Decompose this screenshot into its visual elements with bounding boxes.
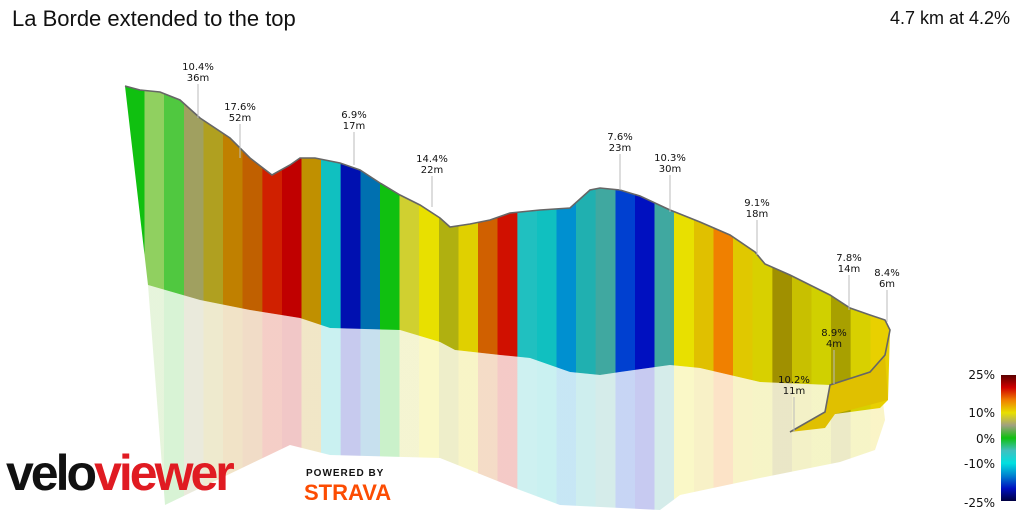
annotation-length: 17m [343, 121, 365, 132]
profile-reflection [148, 285, 885, 510]
legend-label-10: 10% [968, 406, 995, 420]
segment-annotation: 10.3%30m [654, 153, 686, 212]
annotation-length: 30m [659, 164, 681, 175]
segment-annotation: 9.1%18m [744, 198, 770, 255]
profile-top-line [124, 85, 891, 433]
segment-annotation: 8.4%6m [874, 268, 900, 322]
segment-annotation: 8.9%4m [821, 328, 847, 384]
segment-annotation: 10.2%11m [778, 375, 810, 432]
annotation-grade: 9.1% [744, 198, 769, 209]
annotation-length: 22m [421, 165, 443, 176]
annotation-length: 6m [879, 279, 895, 290]
powered-by-label: POWERED BY [306, 468, 385, 479]
segment-annotation: 17.6%52m [224, 102, 256, 158]
annotation-length: 18m [746, 209, 768, 220]
annotation-length: 4m [826, 339, 842, 350]
legend-label-25: 25% [968, 368, 995, 382]
annotation-length: 11m [783, 386, 805, 397]
page-title: La Borde extended to the top [12, 6, 296, 31]
legend-label-minus10: -10% [964, 457, 995, 471]
annotation-grade: 8.9% [821, 328, 846, 339]
profile-wall [125, 86, 890, 414]
annotation-grade: 10.2% [778, 375, 810, 386]
annotation-grade: 8.4% [874, 268, 899, 279]
annotation-length: 23m [609, 143, 631, 154]
annotation-grade: 10.4% [182, 62, 214, 73]
annotation-grade: 14.4% [416, 154, 448, 165]
annotation-grade: 7.6% [607, 132, 632, 143]
segment-annotation: 10.4%36m [182, 62, 214, 118]
annotation-length: 14m [838, 264, 860, 275]
annotation-grade: 10.3% [654, 153, 686, 164]
segment-annotation: 7.6%23m [607, 132, 633, 190]
segment-annotation: 7.8%14m [836, 253, 862, 310]
annotation-grade: 6.9% [341, 110, 366, 121]
strava-logo: STRAVA [304, 480, 392, 505]
gradient-legend: 25% 10% 0% -10% -25% [964, 368, 1016, 510]
segment-annotations: 10.4%36m 17.6%52m 6.9%17m 14.4%22m 7.6%23m 10… [182, 62, 900, 432]
legend-label-minus25: -25% [964, 496, 995, 510]
annotation-length: 36m [187, 73, 209, 84]
annotation-length: 52m [229, 113, 251, 124]
route-summary: 4.7 km at 4.2% [889, 8, 1010, 28]
veloviewer-logo: veloviewer [6, 445, 235, 501]
annotation-grade: 17.6% [224, 102, 256, 113]
segment-annotation: 14.4%22m [416, 154, 448, 207]
segment-annotation: 6.9%17m [341, 110, 367, 165]
legend-label-0: 0% [976, 432, 995, 446]
legend-colorbar [1001, 375, 1016, 501]
annotation-grade: 7.8% [836, 253, 861, 264]
